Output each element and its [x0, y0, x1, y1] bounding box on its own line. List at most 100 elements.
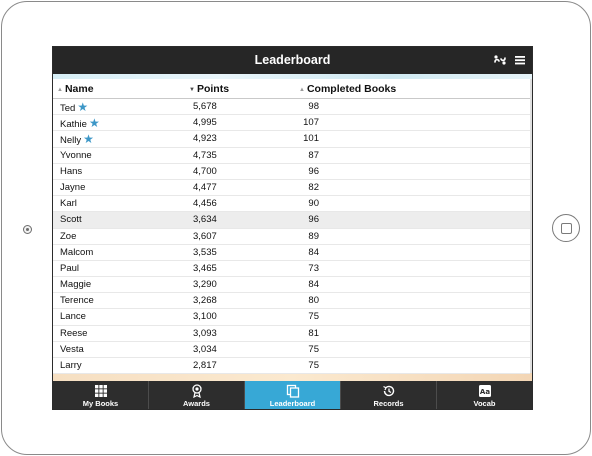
student-name: Reese: [60, 327, 88, 339]
cell-points: 4,456: [193, 198, 217, 210]
cell-completed-books: 84: [308, 246, 319, 258]
tab-label: Records: [373, 399, 404, 408]
tab-label: Leaderboard: [269, 399, 316, 408]
tab-my-books[interactable]: My Books: [53, 381, 149, 409]
sort-indicator-icon: ▲: [57, 87, 63, 93]
cell-name: Yvonne: [60, 148, 92, 164]
cell-points: 4,700: [193, 165, 217, 177]
cell-name: Nelly ★: [60, 131, 94, 147]
cell-completed-books: 89: [308, 230, 319, 242]
tab-records[interactable]: Records: [341, 381, 437, 409]
student-name: Yvonne: [60, 149, 92, 161]
background-ground: [53, 371, 532, 381]
cell-name: Scott: [60, 212, 82, 228]
cell-name: Larry: [60, 358, 82, 374]
student-name: Larry: [60, 360, 82, 371]
scrollbar[interactable]: [530, 79, 532, 373]
column-header-name[interactable]: ▲ Name: [57, 83, 94, 95]
table-row[interactable]: Yvonne 4,735 87: [53, 148, 530, 164]
student-name: Vesta: [60, 343, 84, 355]
column-header-points[interactable]: ▼ Points: [189, 83, 230, 95]
vocab-icon: Aa: [478, 384, 492, 398]
cell-points: 3,093: [193, 327, 217, 339]
table-row[interactable]: Hans 4,700 96: [53, 164, 530, 180]
cell-completed-books: 107: [303, 117, 319, 129]
cell-completed-books: 82: [308, 181, 319, 193]
student-name: Ted: [60, 103, 76, 114]
app-screen: Leaderboard ▲ Name ▼ Points ▲ Completed Boo…: [52, 46, 533, 410]
cell-name: Vesta: [60, 342, 84, 358]
page-title: Leaderboard: [254, 53, 331, 67]
cell-completed-books: 84: [308, 279, 319, 291]
student-name: Nelly: [60, 135, 82, 147]
table-header-row: ▲ Name ▼ Points ▲ Completed Books: [53, 79, 530, 99]
history-clock-icon: [382, 384, 396, 398]
table-row[interactable]: Nelly ★ 4,923 101: [53, 131, 530, 148]
table-row[interactable]: Scott 3,634 96: [53, 212, 530, 229]
cell-points: 3,634: [193, 214, 217, 226]
cell-name: Lance: [60, 309, 86, 325]
svg-text:Aa: Aa: [479, 388, 489, 396]
table-row[interactable]: Larry 2,817 75: [53, 358, 530, 375]
table-body: Ted ★ 5,678 98 Kathie ★ 4,995 107 Nelly ★ 4,923 101…: [53, 99, 530, 375]
cell-completed-books: 90: [308, 198, 319, 210]
medal-icon: [190, 384, 204, 399]
cell-points: 2,817: [193, 360, 217, 371]
cell-points: 3,465: [193, 262, 217, 274]
student-name: Lance: [60, 311, 86, 323]
leaderboard-table: ▲ Name ▼ Points ▲ Completed Books Ted ★ 5,678…: [53, 79, 530, 375]
home-button[interactable]: [552, 214, 580, 242]
table-row[interactable]: Maggie 3,290 84: [53, 277, 530, 294]
table-row[interactable]: Vesta 3,034 75: [53, 342, 530, 358]
table-row[interactable]: Karl 4,456 90: [53, 196, 530, 213]
cell-completed-books: 96: [308, 214, 319, 226]
cell-completed-books: 98: [308, 101, 319, 112]
student-name: Karl: [60, 198, 77, 210]
table-row[interactable]: Terence 3,268 80: [53, 293, 530, 310]
tab-bar: My Books Awards Leaderboard Records Aa Vocab: [53, 381, 532, 409]
student-name: Kathie: [60, 119, 87, 131]
cell-name: Jayne: [60, 180, 85, 196]
grid-icon: [94, 384, 108, 398]
cell-points: 4,735: [193, 149, 217, 161]
cell-name: Karl: [60, 196, 77, 212]
tab-vocab[interactable]: Aa Vocab: [437, 381, 532, 409]
column-header-completed-books[interactable]: ▲ Completed Books: [299, 83, 397, 95]
cell-name: Hans: [60, 164, 82, 180]
leaderboard-icon: [286, 384, 300, 398]
share-link-icon[interactable]: [493, 53, 507, 67]
tab-label: Vocab: [473, 399, 496, 408]
tab-label: Awards: [183, 399, 210, 408]
student-name: Paul: [60, 262, 80, 274]
cell-completed-books: 73: [308, 262, 319, 274]
cell-points: 3,290: [193, 279, 217, 291]
menu-icon[interactable]: [513, 53, 527, 67]
student-name: Jayne: [60, 181, 86, 193]
tab-label: My Books: [82, 399, 119, 408]
student-name: Hans: [60, 165, 83, 177]
cell-name: Zoe: [60, 229, 76, 245]
star-icon: ★: [88, 116, 100, 131]
sort-indicator-icon: ▲: [299, 87, 305, 93]
table-row[interactable]: Reese 3,093 81: [53, 326, 530, 342]
tab-awards[interactable]: Awards: [149, 381, 245, 409]
student-name: Malcom: [60, 246, 94, 258]
table-row[interactable]: Ted ★ 5,678 98: [53, 99, 530, 116]
table-row[interactable]: Jayne 4,477 82: [53, 180, 530, 197]
student-name: Terence: [60, 295, 94, 307]
cell-completed-books: 96: [308, 165, 319, 177]
cell-points: 4,995: [193, 117, 217, 129]
cell-completed-books: 101: [303, 133, 319, 145]
table-row[interactable]: Paul 3,465 73: [53, 261, 530, 278]
tab-leaderboard[interactable]: Leaderboard: [245, 381, 341, 409]
cell-points: 3,100: [193, 311, 217, 323]
student-name: Scott: [60, 214, 82, 226]
cell-completed-books: 87: [308, 149, 319, 161]
table-row[interactable]: Kathie ★ 4,995 107: [53, 115, 530, 132]
cell-completed-books: 75: [308, 343, 319, 355]
table-row[interactable]: Malcom 3,535 84: [53, 245, 530, 261]
student-name: Zoe: [60, 230, 77, 242]
student-name: Maggie: [60, 279, 92, 291]
table-row[interactable]: Zoe 3,607 89: [53, 229, 530, 245]
table-row[interactable]: Lance 3,100 75: [53, 309, 530, 326]
